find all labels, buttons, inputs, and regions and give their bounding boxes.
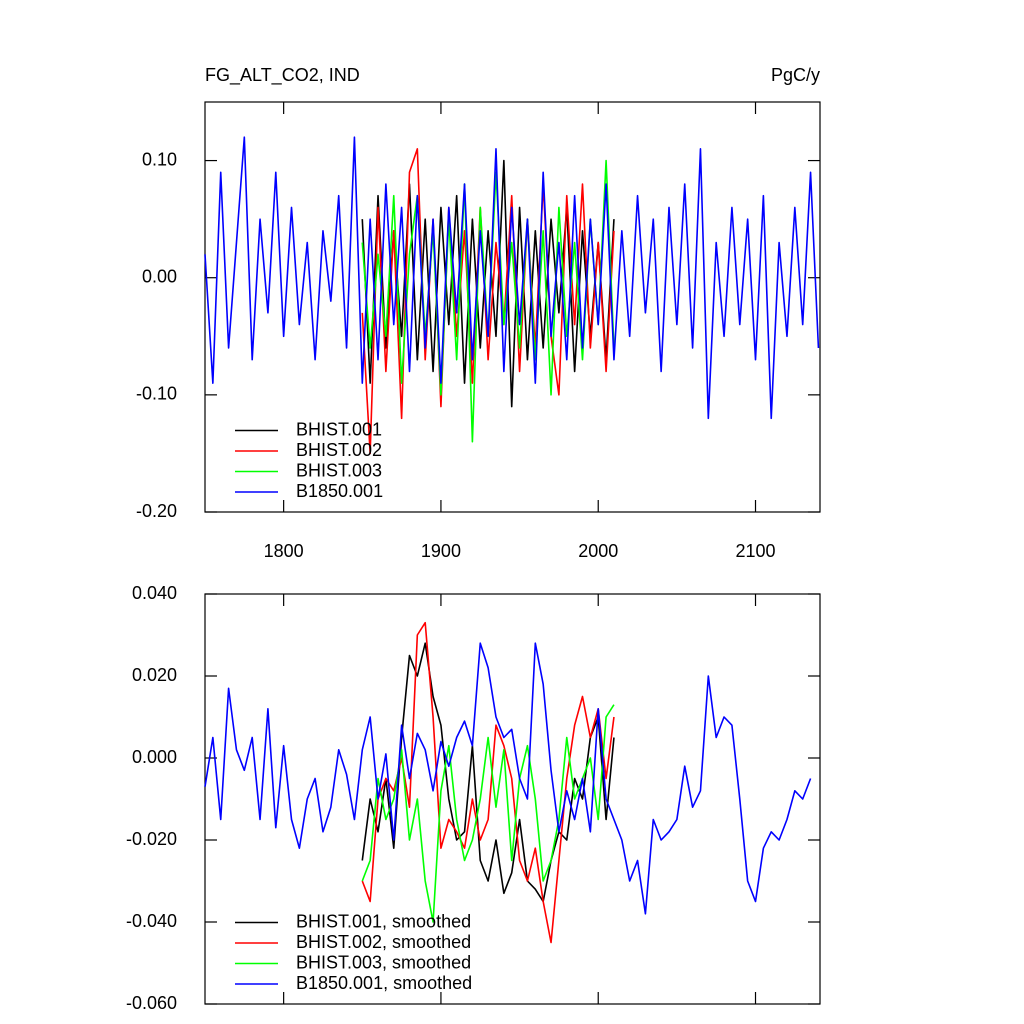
top-frame [204, 101, 821, 513]
y-tick-label: 0.00 [142, 266, 177, 286]
legend-label: BHIST.001, smoothed [296, 911, 471, 931]
legend-label: B1850.001, smoothed [296, 973, 472, 993]
series-line [204, 642, 812, 915]
units-label: PgC/y [771, 65, 820, 85]
legend-label: B1850.001 [296, 481, 383, 501]
x-tick-label: 2100 [735, 541, 775, 561]
series-line [361, 148, 615, 455]
y-tick-label: 0.000 [132, 747, 177, 767]
x-tick-label: 1900 [421, 541, 461, 561]
series-line [361, 642, 615, 903]
y-tick-label: -0.040 [126, 911, 177, 931]
legend-label: BHIST.002 [296, 440, 382, 460]
legend-label: BHIST.003 [296, 460, 382, 480]
series-line [361, 704, 615, 923]
y-tick-label: -0.20 [136, 501, 177, 521]
legend-label: BHIST.002, smoothed [296, 932, 471, 952]
y-tick-label: -0.060 [126, 993, 177, 1013]
legend-label: BHIST.003, smoothed [296, 952, 471, 972]
bottom-frame [204, 593, 821, 1005]
series-line [204, 136, 820, 420]
chart-title: FG_ALT_CO2, IND [205, 65, 360, 86]
x-tick-label: 1800 [264, 541, 304, 561]
y-tick-label: -0.020 [126, 829, 177, 849]
y-tick-label: 0.10 [142, 149, 177, 169]
legend-label: BHIST.001 [296, 419, 382, 439]
y-tick-label: 0.040 [132, 583, 177, 603]
x-tick-label: 2000 [578, 541, 618, 561]
y-tick-label: 0.020 [132, 665, 177, 685]
series-line [361, 159, 615, 408]
y-tick-label: -0.10 [136, 384, 177, 404]
